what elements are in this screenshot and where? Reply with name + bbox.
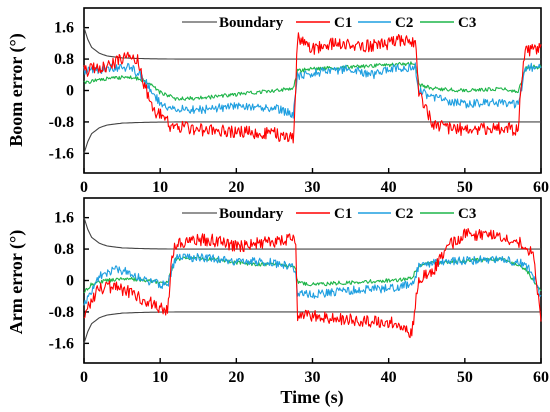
boom-y-axis-label: Boom error (°) bbox=[6, 33, 27, 147]
arm-curves bbox=[83, 217, 542, 344]
legend-label-c1: C1 bbox=[334, 206, 352, 222]
x-tick-label: 60 bbox=[533, 179, 549, 196]
series-c3-line bbox=[83, 61, 542, 101]
y-tick-label: 0.8 bbox=[54, 51, 74, 68]
y-tick-label: 0 bbox=[66, 83, 74, 100]
series-c2-line bbox=[83, 62, 542, 119]
series-c2-line bbox=[83, 252, 542, 306]
y-tick-label: -0.8 bbox=[49, 304, 74, 321]
x-tick-label: 20 bbox=[228, 369, 244, 386]
x-tick-label: 0 bbox=[80, 179, 88, 196]
y-tick-label: -1.6 bbox=[49, 335, 74, 352]
x-tick-label: 40 bbox=[381, 369, 397, 386]
x-tick-label: 50 bbox=[457, 369, 473, 386]
arm-legend: Boundary C1 C2 C3 bbox=[182, 206, 476, 222]
x-tick-label: 20 bbox=[228, 179, 244, 196]
series-c1-line bbox=[83, 32, 542, 144]
legend-label-c2: C2 bbox=[395, 206, 413, 222]
legend-label-boundary: Boundary bbox=[219, 15, 284, 31]
arm-error-panel: Arm error (°) 0 10 20 30 40 50 60 -1.6 -0.8 0 0.8 1… bbox=[6, 197, 549, 408]
boom-error-panel: Boom error (°) 0 10 20 30 40 50 60 -1.6 -0.8 0 0.8… bbox=[6, 7, 549, 196]
arm-y-axis-label: Arm error (°) bbox=[6, 230, 27, 334]
legend-label-c3: C3 bbox=[458, 15, 476, 31]
legend-label-c3: C3 bbox=[458, 206, 476, 222]
boom-curves bbox=[83, 27, 542, 154]
x-tick-label: 0 bbox=[80, 369, 88, 386]
boom-plot-frame bbox=[83, 7, 542, 174]
y-tick-label: 1.6 bbox=[54, 20, 74, 37]
x-tick-label: 10 bbox=[152, 179, 168, 196]
boundary-upper-line bbox=[83, 217, 541, 250]
x-tick-label: 30 bbox=[305, 369, 321, 386]
legend-label-c1: C1 bbox=[334, 15, 352, 31]
x-axis-label: Time (s) bbox=[280, 387, 343, 408]
legend-label-c2: C2 bbox=[395, 15, 413, 31]
boundary-lower-line bbox=[83, 121, 541, 154]
arm-ticks: 0 10 20 30 40 50 60 -1.6 -0.8 0 0.8 1.6 bbox=[49, 210, 549, 386]
legend-label-boundary: Boundary bbox=[219, 206, 284, 222]
x-tick-label: 10 bbox=[152, 369, 168, 386]
y-tick-label: 1.6 bbox=[54, 210, 74, 227]
series-c3-line bbox=[83, 254, 542, 294]
x-tick-label: 30 bbox=[305, 179, 321, 196]
y-tick-label: -0.8 bbox=[49, 114, 74, 131]
x-tick-label: 40 bbox=[381, 179, 397, 196]
boundary-lower-line bbox=[83, 311, 541, 344]
y-tick-label: 0.8 bbox=[54, 241, 74, 258]
boom-ticks: 0 10 20 30 40 50 60 -1.6 -0.8 0 0.8 1.6 bbox=[49, 20, 549, 196]
boundary-upper-line bbox=[83, 27, 541, 60]
x-tick-label: 50 bbox=[457, 179, 473, 196]
boom-legend: Boundary C1 C2 C3 bbox=[182, 15, 476, 31]
x-tick-label: 60 bbox=[533, 369, 549, 386]
y-tick-label: 0 bbox=[66, 273, 74, 290]
y-tick-label: -1.6 bbox=[49, 145, 74, 162]
series-c1-line bbox=[83, 228, 542, 339]
